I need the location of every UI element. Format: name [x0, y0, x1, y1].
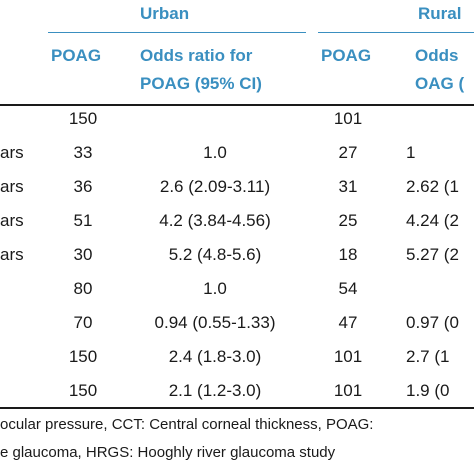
urban-or-cell: 4.2 (3.84-4.56) — [159, 211, 271, 230]
rural-poag-cell: 18 — [338, 245, 358, 264]
rural-poag-cell: 47 — [338, 313, 358, 332]
urban-or-cell: 2.6 (2.09-3.11) — [159, 177, 271, 196]
rural-group-header: Rural — [418, 4, 462, 23]
urban-poag-cell: 150 — [68, 381, 98, 400]
rural-or-header-line1: Odds — [415, 46, 459, 65]
row-label: ars — [0, 245, 24, 264]
urban-poag-cell: 150 — [68, 347, 98, 366]
rural-or-header-line2: OAG ( — [415, 74, 465, 93]
rural-poag-cell: 101 — [333, 381, 363, 400]
urban-or-cell: 0.94 (0.55-1.33) — [154, 313, 276, 332]
rural-header-underline — [318, 32, 474, 33]
rural-or-cell: 2.62 (1 — [406, 177, 459, 196]
urban-poag-cell: 33 — [73, 143, 93, 162]
rural-or-cell: 2.7 (1 — [406, 347, 450, 366]
urban-or-cell: 1.0 — [203, 279, 227, 298]
urban-poag-cell: 30 — [73, 245, 93, 264]
urban-poag-cell: 51 — [73, 211, 93, 230]
urban-or-header-line2: POAG (95% CI) — [140, 74, 262, 93]
row-label: ars — [0, 143, 24, 162]
urban-header-underline — [48, 32, 306, 33]
rural-poag-cell: 31 — [338, 177, 358, 196]
rural-or-cell: 4.24 (2 — [406, 211, 459, 230]
rural-poag-cell: 54 — [338, 279, 358, 298]
rural-poag-column-header: POAG — [321, 46, 372, 65]
rural-poag-cell: 101 — [333, 347, 363, 366]
urban-poag-cell: 150 — [68, 109, 98, 128]
urban-poag-cell: 80 — [73, 279, 93, 298]
rural-poag-cell: 101 — [333, 109, 363, 128]
footnote-line-1: ocular pressure, CCT: Central corneal th… — [0, 416, 374, 433]
urban-poag-cell: 70 — [73, 313, 93, 332]
urban-group-header: Urban — [140, 4, 190, 23]
rural-or-cell: 0.97 (0 — [406, 313, 459, 332]
rural-poag-cell: 27 — [338, 143, 358, 162]
row-label: ars — [0, 211, 24, 230]
urban-or-cell: 5.2 (4.8-5.6) — [168, 245, 262, 264]
rural-or-cell: 1 — [406, 143, 416, 162]
urban-or-cell: 2.1 (1.2-3.0) — [168, 381, 262, 400]
row-label: ars — [0, 177, 24, 196]
rural-poag-cell: 25 — [338, 211, 358, 230]
rural-or-cell: 5.27 (2 — [406, 245, 459, 264]
urban-or-cell: 2.4 (1.8-3.0) — [168, 347, 262, 366]
urban-or-cell: 1.0 — [203, 143, 227, 162]
urban-poag-column-header: POAG — [51, 46, 102, 65]
urban-or-header-line1: Odds ratio for — [140, 46, 253, 65]
urban-poag-cell: 36 — [73, 177, 93, 196]
footnote-line-2: e glaucoma, HRGS: Hooghly river glaucoma… — [0, 444, 336, 461]
header-bottom-rule — [0, 104, 474, 106]
rural-or-cell: 1.9 (0 — [406, 381, 450, 400]
table-bottom-rule — [0, 407, 474, 409]
